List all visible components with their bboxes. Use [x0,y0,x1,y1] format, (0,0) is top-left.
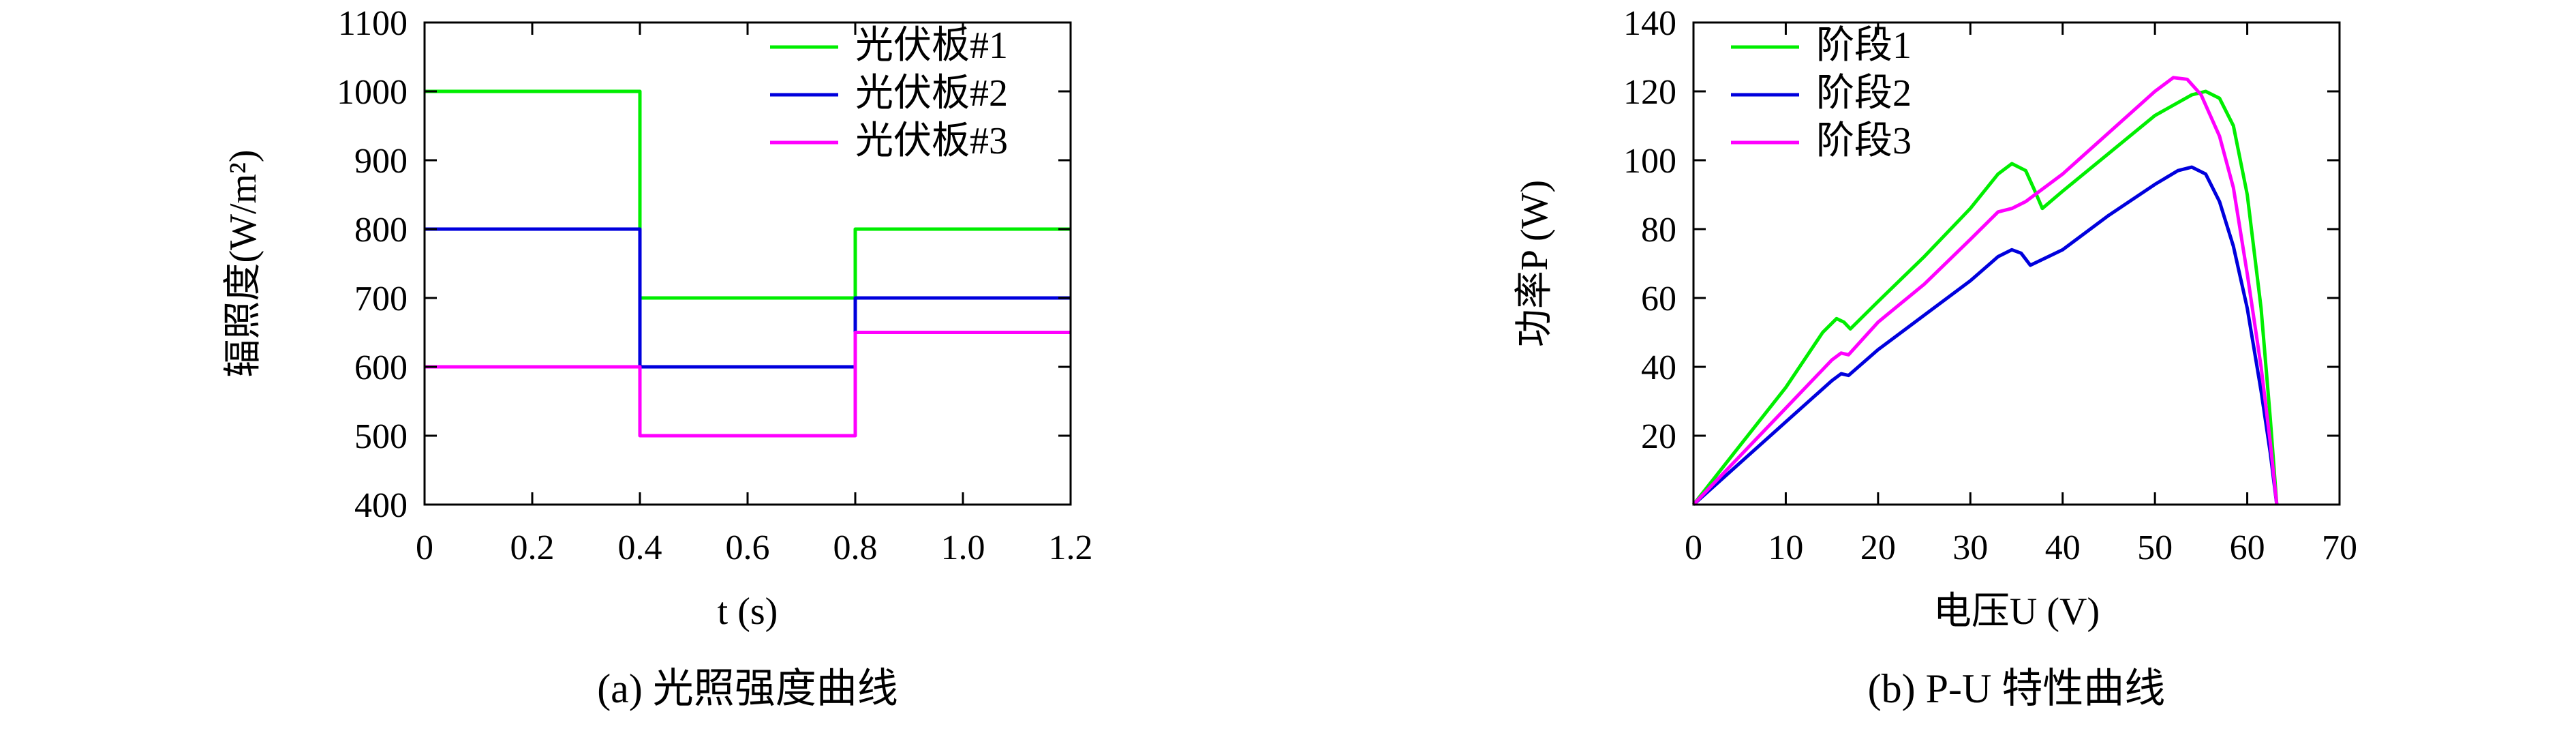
y-tick-label: 1100 [338,4,408,43]
x-tick-label: 10 [1768,528,1803,567]
x-tick-label: 0 [1685,528,1702,567]
y-tick-label: 40 [1641,348,1676,387]
series-line-3 [425,331,1071,438]
x-tick-label: 1.0 [941,528,985,567]
legend-label-2: 光伏板#2 [855,72,1008,115]
legend-label-1: 光伏板#1 [855,25,1008,67]
x-axis-label: t (s) [718,590,778,633]
x-tick-label: 0 [416,528,433,567]
panel-caption: (a) 光照强度曲线 [597,666,898,711]
x-tick-label: 0.8 [833,528,878,567]
legend-label-3: 光伏板#3 [855,120,1008,162]
x-tick-label: 50 [2137,528,2173,567]
panel-caption: (b) P-U 特性曲线 [1868,666,2166,711]
x-tick-label: 0.2 [510,528,555,567]
x-tick-label: 0.6 [726,528,770,567]
panel-a: 0 0.2 0.4 0.6 0.8 1.0 1.2 400 500 600 700 800 900 100… [222,4,1093,711]
y-tick-label: 700 [354,280,408,318]
x-tick-label: 70 [2322,528,2357,567]
y-tick-label: 600 [354,348,408,387]
y-tick-label: 1000 [337,73,408,112]
y-tick-label: 400 [354,486,408,525]
y-tick-label: 500 [354,417,408,456]
x-tick-label: 40 [2045,528,2081,567]
y-tick-label: 800 [354,211,408,250]
y-tick-label: 100 [1623,142,1676,181]
x-axis-label: 电压U (V) [1933,590,2100,633]
legend-label-3: 阶段3 [1816,120,1912,162]
series-line-2 [425,227,1071,369]
y-tick-label: 20 [1641,417,1676,456]
y-tick-label: 60 [1641,280,1676,318]
series-line-1 [425,89,1071,300]
x-tick-label: 60 [2230,528,2265,567]
series-line-2 [1692,165,2279,506]
legend-label-1: 阶段1 [1816,25,1912,67]
plot-frame [1692,21,2341,506]
legend-label-2: 阶段2 [1816,72,1912,115]
x-tick-label: 30 [1952,528,1988,567]
panel-b: 0 10 20 30 40 50 60 70 20 40 60 80 100 120 140 电压U (V) 功… [1514,4,2357,711]
x-tick-label: 20 [1860,528,1896,567]
y-tick-label: 120 [1623,73,1676,112]
y-tick-label: 900 [354,142,408,181]
series-line-1 [1692,89,2279,506]
y-axis-label: 功率P (W) [1514,180,1556,347]
y-tick-label: 80 [1641,211,1676,250]
x-tick-label: 0.4 [618,528,662,567]
series-line-3 [1692,76,2279,506]
y-tick-label: 140 [1623,4,1676,43]
y-axis-label: 辐照度(W/m²) [222,149,264,377]
x-tick-label: 1.2 [1049,528,1093,567]
